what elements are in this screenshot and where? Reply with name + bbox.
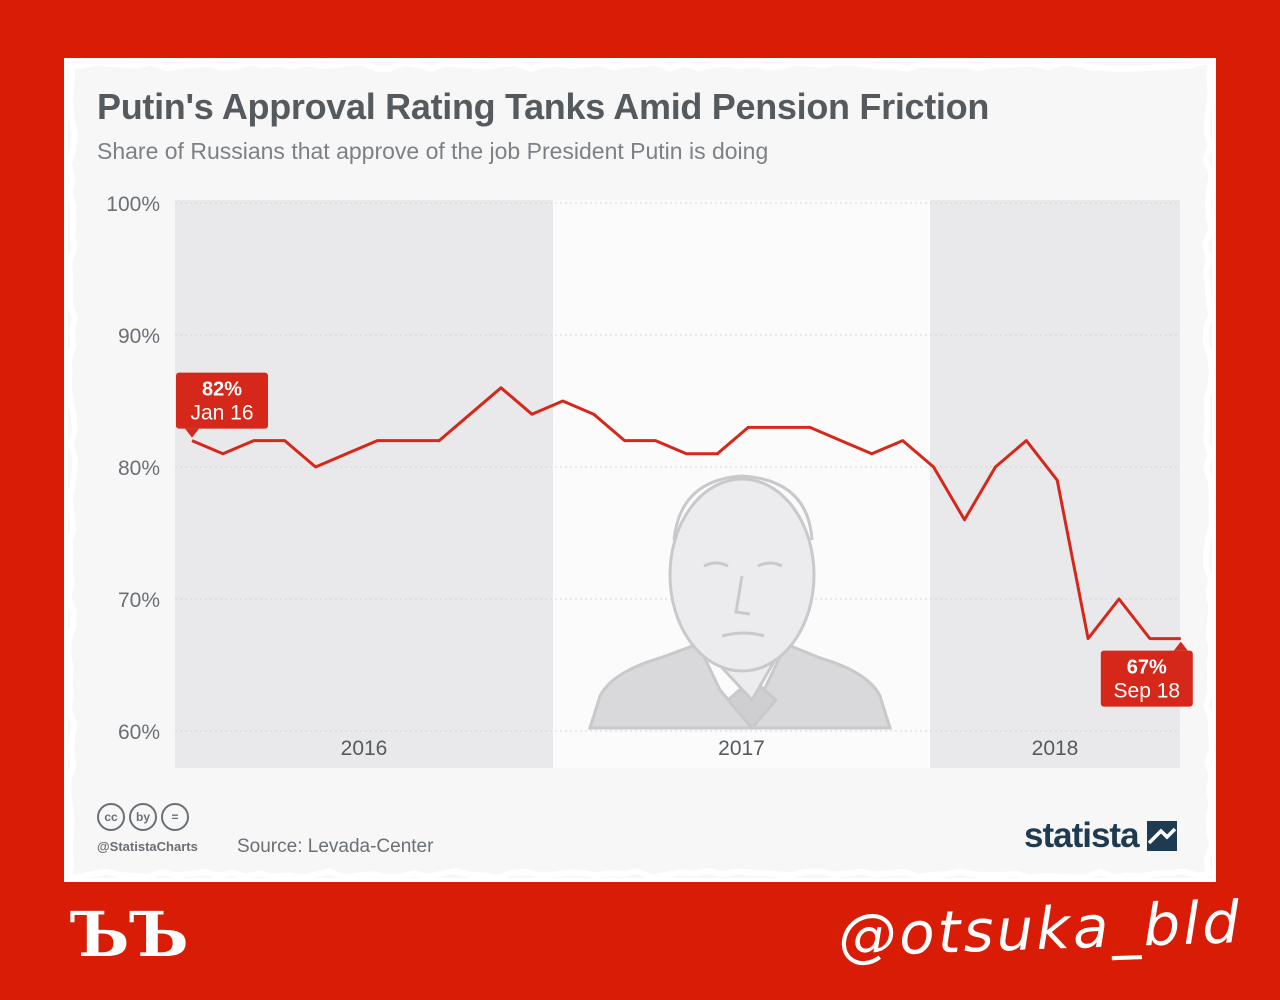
author-signature: @otsuka_bld	[836, 887, 1244, 971]
statista-logo: statista	[1024, 816, 1177, 856]
callout-value: 82%	[202, 379, 242, 401]
callout-value: 67%	[1127, 657, 1167, 679]
callout-jan-16: 82%Jan 16	[176, 372, 268, 438]
attribution-icon: by	[129, 803, 157, 831]
y-axis-ticks: 100% 90% 80% 70% 60%	[106, 193, 160, 744]
year-band-2016	[175, 200, 553, 768]
callout-date: Jan 16	[190, 402, 253, 425]
brand-wordmark: statista	[1024, 816, 1140, 855]
portrait-head	[668, 477, 816, 673]
y-tick-label: 80%	[118, 457, 160, 480]
corner-logo: ЪЪ	[70, 898, 189, 971]
y-tick-label: 60%	[118, 721, 160, 744]
social-handle: @StatistaCharts	[97, 839, 198, 854]
y-tick-label: 90%	[118, 325, 160, 348]
license-icons: cc by =	[97, 803, 189, 831]
statista-logo-icon	[1146, 821, 1177, 851]
x-year-label: 2018	[1032, 737, 1079, 760]
source-note: Source: Levada-Center	[237, 836, 434, 857]
y-tick-label: 70%	[118, 589, 160, 612]
y-tick-label: 100%	[106, 193, 160, 216]
no-derivatives-icon: =	[161, 803, 189, 831]
cc-icon: cc	[97, 803, 125, 831]
x-year-label: 2017	[718, 737, 765, 760]
callout-sep-18: 67%Sep 18	[1100, 641, 1193, 707]
x-year-label: 2016	[341, 737, 388, 760]
callout-date: Sep 18	[1114, 680, 1181, 703]
